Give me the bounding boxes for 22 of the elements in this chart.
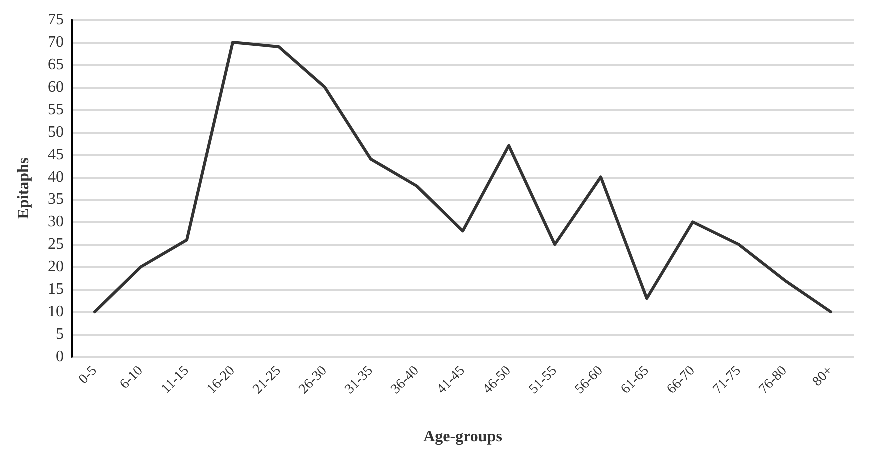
y-tick-label: 65 <box>48 56 64 74</box>
y-tick-label: 15 <box>48 281 64 298</box>
y-tick-label: 45 <box>48 146 64 164</box>
y-tick-label: 60 <box>48 78 64 96</box>
y-tick-label: 75 <box>48 12 64 28</box>
x-tick-label: 0-5 <box>76 364 100 388</box>
line-series <box>94 40 832 314</box>
y-tick-label: 25 <box>48 236 64 254</box>
x-tick-label: 80+ <box>810 364 836 390</box>
x-axis-title: Age-groups <box>424 428 502 446</box>
y-tick-label: 40 <box>48 168 64 186</box>
y-tick-label: 10 <box>48 304 64 321</box>
x-tick-label: 6-10 <box>118 364 146 392</box>
y-tick-label: 0 <box>56 348 64 366</box>
y-tick-label: 55 <box>48 101 64 118</box>
y-tick-label: 5 <box>56 326 64 344</box>
y-tick-label: 30 <box>48 214 64 231</box>
y-tick-label: 35 <box>48 191 64 208</box>
y-tick-label: 70 <box>48 34 64 51</box>
y-tick-label: 20 <box>48 258 64 276</box>
y-axis-title: Epitaphs <box>16 158 32 220</box>
y-tick-label: 50 <box>48 124 64 141</box>
